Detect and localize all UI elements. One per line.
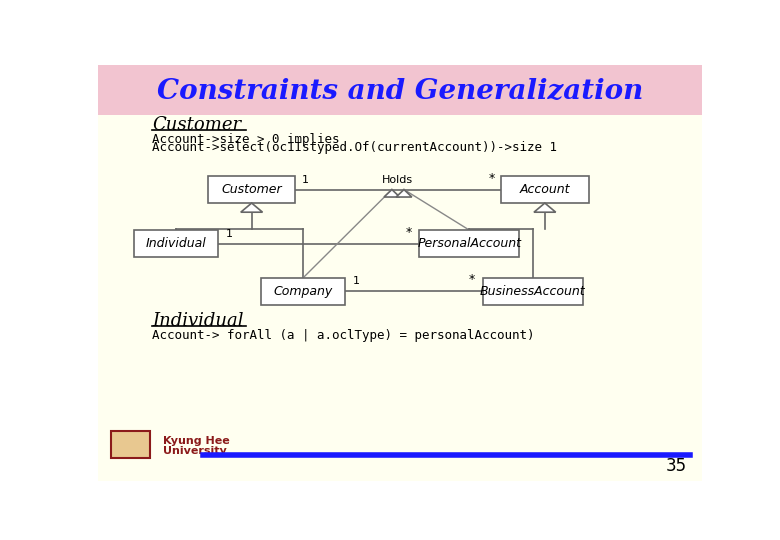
Polygon shape [384, 190, 399, 197]
Text: Individual: Individual [146, 237, 207, 250]
FancyBboxPatch shape [111, 431, 150, 458]
Text: Kyung Hee: Kyung Hee [163, 436, 229, 446]
FancyBboxPatch shape [98, 65, 702, 114]
Polygon shape [241, 203, 263, 212]
Polygon shape [534, 203, 555, 212]
Text: BusinessAccount: BusinessAccount [480, 285, 586, 298]
Text: Customer: Customer [222, 183, 282, 196]
Text: University: University [163, 446, 226, 456]
Text: 1: 1 [302, 174, 309, 185]
Text: 1: 1 [353, 276, 360, 286]
Text: Constraints and Generalization: Constraints and Generalization [157, 78, 643, 105]
Text: Customer: Customer [152, 116, 241, 134]
FancyBboxPatch shape [420, 230, 519, 257]
Polygon shape [396, 190, 412, 197]
Text: 1: 1 [225, 228, 232, 239]
Text: *: * [406, 226, 412, 239]
Text: Account-> forAll (a | a.oclType) = personalAccount): Account-> forAll (a | a.oclType) = perso… [152, 328, 534, 342]
Text: *: * [488, 172, 495, 185]
Text: Individual: Individual [152, 312, 243, 329]
FancyBboxPatch shape [134, 230, 218, 257]
Text: Account->size > 0 implies: Account->size > 0 implies [152, 133, 339, 146]
Text: Account->select(oc1Istyped.Of(currentAccount))->size 1: Account->select(oc1Istyped.Of(currentAcc… [152, 141, 557, 154]
Text: 35: 35 [666, 457, 687, 475]
Text: Company: Company [274, 285, 332, 298]
FancyBboxPatch shape [261, 278, 346, 305]
Text: *: * [469, 273, 475, 286]
Text: Account: Account [519, 183, 570, 196]
FancyBboxPatch shape [98, 114, 702, 481]
Text: Holds: Holds [382, 174, 413, 185]
Text: PersonalAccount: PersonalAccount [417, 237, 521, 250]
FancyBboxPatch shape [501, 176, 589, 203]
FancyBboxPatch shape [207, 176, 296, 203]
FancyBboxPatch shape [483, 278, 583, 305]
